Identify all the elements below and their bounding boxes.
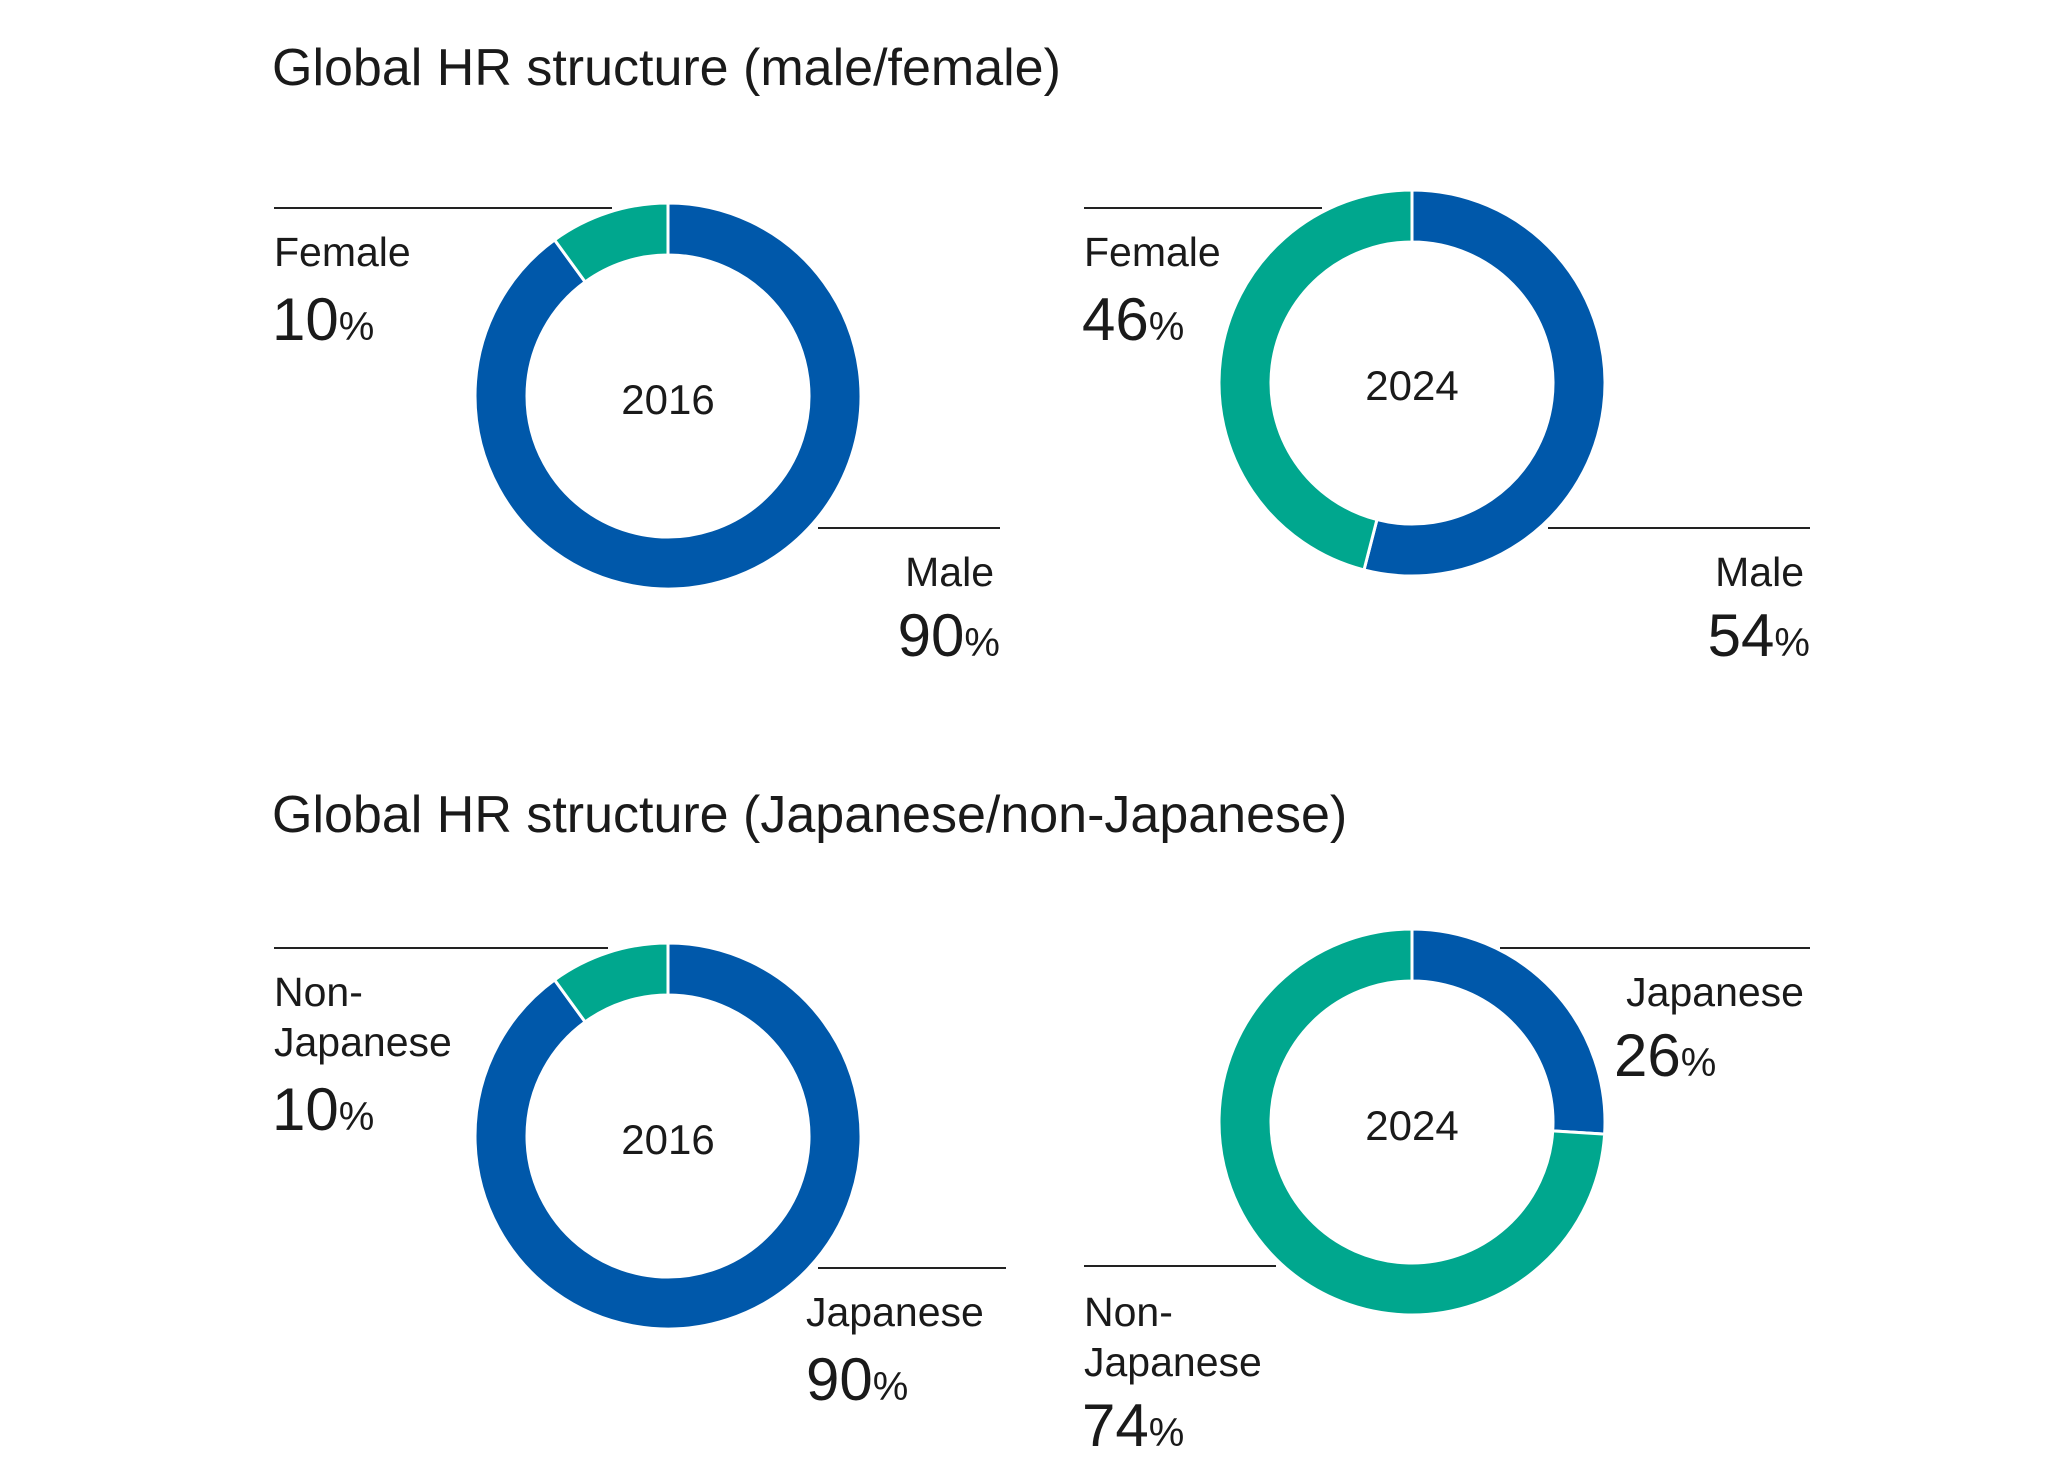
donut-slice-male: [1362, 188, 1607, 578]
center-year-label: 2016: [621, 376, 714, 423]
donut-slice-non-japanese: [1217, 927, 1607, 1317]
slice-label-line-2: Japanese: [1084, 1339, 1262, 1385]
section-title-nationality: Global HR structure (Japanese/non-Japane…: [272, 786, 1347, 844]
donut-ring: [1217, 927, 1607, 1317]
slice-label: Female: [274, 229, 411, 275]
donut-slice-male: [473, 201, 863, 591]
donut-chart-gender-2024: 2024 Female 46% Male 54%: [1082, 188, 1810, 669]
section-title-gender: Global HR structure (male/female): [272, 39, 1061, 97]
slice-label: Non-Japanese: [1084, 1289, 1262, 1385]
donut-chart-nationality-2024: 2024 Japanese 26% Non-Japanese 74%: [1082, 927, 1810, 1459]
slice-label-line-2: Japanese: [274, 1019, 452, 1065]
donut-slice-japanese: [473, 941, 863, 1331]
donut-chart-gender-2016: 2016 Female 10% Male 90%: [272, 201, 1000, 669]
slice-label: Non-Japanese: [274, 969, 452, 1065]
donut-chart-nationality-2016: 2016 Non-Japanese 10% Japanese 90%: [272, 941, 1006, 1413]
slice-label: Male: [905, 549, 994, 595]
slice-value-label: 90%: [898, 602, 1000, 669]
slice-value-label: 54%: [1708, 602, 1810, 669]
slice-value-label: 46%: [1082, 286, 1184, 353]
slice-value-label: 26%: [1614, 1022, 1716, 1089]
slice-value-label: 10%: [272, 286, 374, 353]
slice-value-label: 10%: [272, 1076, 374, 1143]
slice-label: Female: [1084, 229, 1221, 275]
slice-label: Japanese: [1626, 969, 1804, 1015]
center-year-label: 2016: [621, 1116, 714, 1163]
center-year-label: 2024: [1365, 1102, 1458, 1149]
slice-label: Japanese: [806, 1289, 984, 1335]
donut-ring: [1217, 188, 1607, 578]
center-year-label: 2024: [1365, 362, 1458, 409]
donut-ring: [473, 941, 863, 1331]
slice-value-label: 74%: [1082, 1392, 1184, 1459]
slice-label: Male: [1715, 549, 1804, 595]
donut-slice-non-japanese: [553, 941, 670, 1024]
donut-slice-female: [553, 201, 670, 284]
donut-ring: [473, 201, 863, 591]
donut-slice-female: [1217, 188, 1414, 572]
slice-value-label: 90%: [806, 1346, 908, 1413]
